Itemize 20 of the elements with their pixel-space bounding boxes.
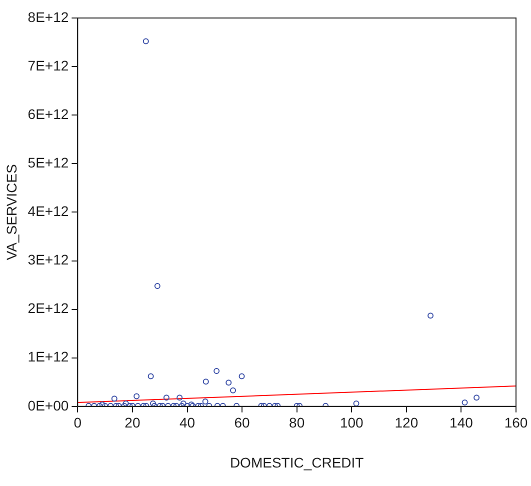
y-tick-label: 7E+12	[28, 57, 69, 74]
x-tick-label: 100	[340, 414, 364, 431]
x-tick-label: 20	[124, 414, 140, 431]
x-tick-label: 80	[289, 414, 305, 431]
y-tick-label: 2E+12	[28, 300, 69, 316]
x-tick-label: 60	[234, 414, 250, 431]
x-tick-label: 160	[504, 414, 528, 431]
x-tick-label: 40	[179, 414, 196, 431]
y-tick-label: 6E+12	[28, 106, 69, 122]
y-tick-label: 3E+12	[28, 252, 69, 268]
y-tick-label: 0E+00	[28, 397, 69, 414]
x-axis-title: DOMESTIC_CREDIT	[230, 454, 364, 470]
x-tick-label: 140	[450, 414, 474, 431]
y-tick-label: 1E+12	[28, 348, 69, 365]
x-tick-label: 0	[74, 414, 82, 431]
y-axis-title: VA_SERVICES	[3, 164, 20, 260]
y-tick-label: 5E+12	[28, 154, 69, 171]
y-tick-label: 4E+12	[28, 203, 69, 220]
y-tick-label: 8E+12	[28, 8, 69, 25]
x-tick-label: 120	[394, 414, 418, 431]
